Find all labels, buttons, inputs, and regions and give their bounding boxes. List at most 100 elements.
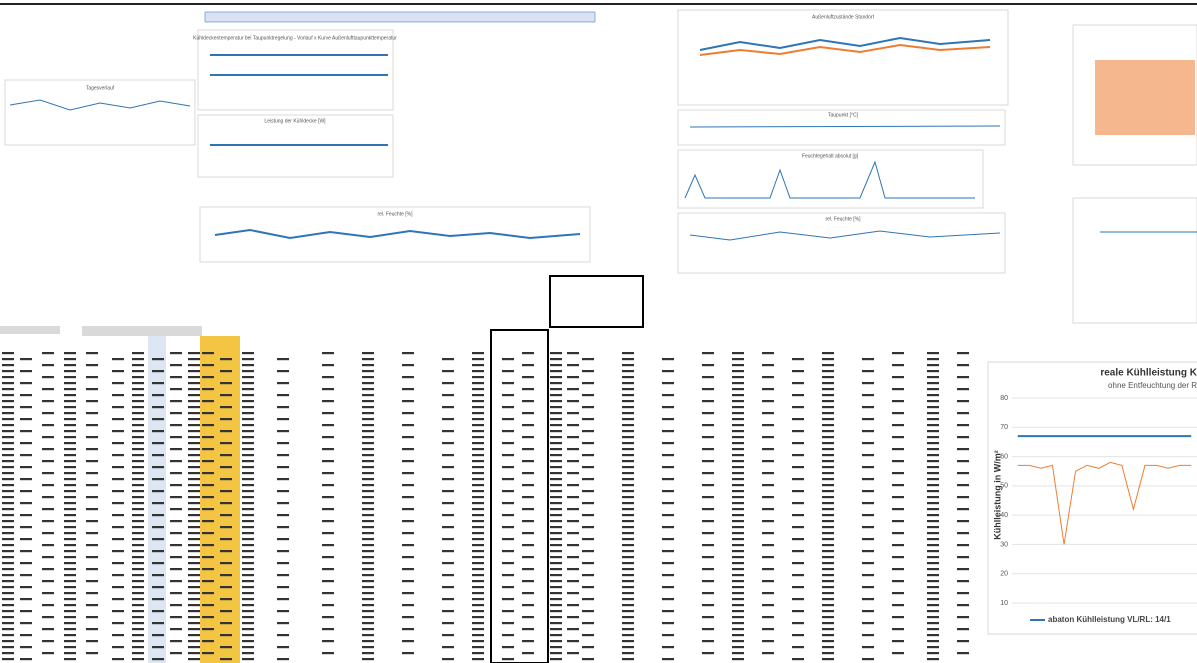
cell-text <box>892 472 904 475</box>
cell-text <box>662 634 674 637</box>
cell-text <box>64 490 76 493</box>
cell-text <box>862 394 874 397</box>
cell-text <box>582 466 594 469</box>
cell-text <box>442 358 454 361</box>
cell-text <box>242 598 254 601</box>
cell-text <box>550 412 562 415</box>
cell-text <box>522 508 534 511</box>
cell-text <box>792 466 804 469</box>
cell-text <box>402 508 414 511</box>
cell-text <box>502 562 514 565</box>
cell-text <box>792 490 804 493</box>
cell-text <box>927 424 939 427</box>
cell-text <box>442 622 454 625</box>
series-line <box>1017 461 1192 545</box>
cell-text <box>242 388 254 391</box>
cell-text <box>64 466 76 469</box>
cell-text <box>550 640 562 643</box>
legend-label: abaton Kühlleistung VL/RL: 14/1 <box>1048 615 1171 624</box>
cell-text <box>132 622 144 625</box>
cell-text <box>362 466 374 469</box>
cell-text <box>362 622 374 625</box>
cell-text <box>622 544 634 547</box>
cell-text <box>42 388 54 391</box>
chart-title: reale Kühlleistung K <box>1100 368 1197 379</box>
cell-text <box>442 586 454 589</box>
cell-text <box>622 532 634 535</box>
cell-text <box>402 364 414 367</box>
cell-text <box>132 358 144 361</box>
cell-text <box>567 376 579 379</box>
cell-text <box>927 400 939 403</box>
cell-text <box>502 370 514 373</box>
cell-text <box>402 388 414 391</box>
cell-text <box>64 442 76 445</box>
cell-text <box>322 448 334 451</box>
cell-text <box>2 400 14 403</box>
cell-text <box>702 448 714 451</box>
cell-text <box>502 406 514 409</box>
cell-text <box>64 592 76 595</box>
cell-text <box>622 592 634 595</box>
cell-text <box>2 484 14 487</box>
cell-text <box>277 514 289 517</box>
cell-text <box>892 412 904 415</box>
cell-text <box>152 526 164 529</box>
cell-text <box>2 364 14 367</box>
cell-text <box>2 550 14 553</box>
cell-text <box>862 370 874 373</box>
cell-text <box>20 598 32 601</box>
cell-text <box>86 568 98 571</box>
cell-text <box>242 358 254 361</box>
cell-text <box>132 592 144 595</box>
cell-text <box>188 376 200 379</box>
cell-text <box>242 430 254 433</box>
cell-text <box>170 364 182 367</box>
cell-text <box>502 658 514 661</box>
cell-text <box>242 652 254 655</box>
cell-text <box>86 352 98 355</box>
cell-text <box>242 574 254 577</box>
cell-text <box>662 586 674 589</box>
cell-text <box>112 430 124 433</box>
cell-text <box>732 436 744 439</box>
cell-text <box>86 640 98 643</box>
cell-text <box>220 514 232 517</box>
cell-text <box>892 616 904 619</box>
cell-text <box>132 442 144 445</box>
cell-text <box>64 412 76 415</box>
cell-text <box>42 412 54 415</box>
cell-text <box>152 586 164 589</box>
cell-text <box>2 514 14 517</box>
cell-text <box>862 406 874 409</box>
cell-text <box>86 496 98 499</box>
cell-text <box>702 568 714 571</box>
cell-text <box>242 448 254 451</box>
cell-text <box>362 388 374 391</box>
cell-text <box>472 382 484 385</box>
cell-text <box>2 424 14 427</box>
cell-text <box>927 610 939 613</box>
cell-text <box>64 622 76 625</box>
cell-text <box>220 586 232 589</box>
cell-text <box>20 466 32 469</box>
cell-text <box>522 352 534 355</box>
cell-text <box>112 406 124 409</box>
cell-text <box>472 442 484 445</box>
cell-text <box>2 616 14 619</box>
cell-text <box>112 478 124 481</box>
cell-text <box>892 532 904 535</box>
cell-text <box>112 610 124 613</box>
cell-text <box>822 544 834 547</box>
cell-text <box>64 352 76 355</box>
cell-text <box>242 472 254 475</box>
cell-text <box>442 382 454 385</box>
cell-text <box>732 448 744 451</box>
cell-text <box>892 640 904 643</box>
cell-text <box>472 610 484 613</box>
cell-text <box>582 586 594 589</box>
cell-text <box>2 640 14 643</box>
cell-text <box>64 550 76 553</box>
cell-text <box>152 514 164 517</box>
cell-text <box>322 640 334 643</box>
